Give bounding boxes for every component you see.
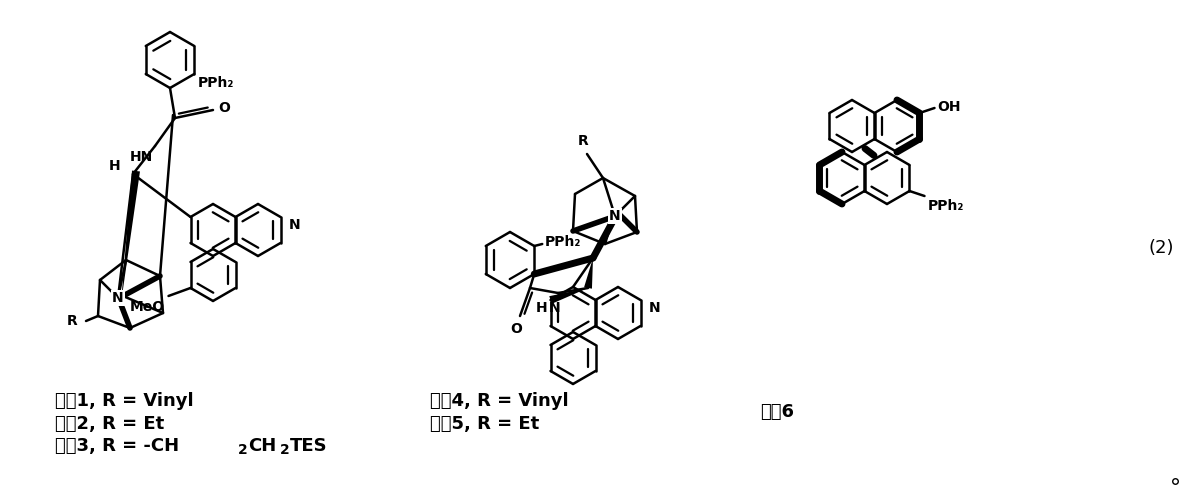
- Text: N: N: [550, 301, 560, 315]
- Text: 配体1, R = Vinyl: 配体1, R = Vinyl: [55, 392, 194, 410]
- Text: N: N: [609, 209, 621, 223]
- Text: 配体2, R = Et: 配体2, R = Et: [55, 415, 164, 433]
- Text: OH: OH: [938, 100, 962, 114]
- Polygon shape: [550, 288, 588, 304]
- Text: (2): (2): [1148, 239, 1173, 257]
- Text: N: N: [112, 291, 124, 305]
- Text: R: R: [577, 134, 588, 148]
- Polygon shape: [584, 258, 593, 289]
- Text: 2: 2: [238, 443, 248, 457]
- Text: 配体6: 配体6: [760, 404, 794, 422]
- Text: O: O: [218, 101, 230, 115]
- Text: H: H: [537, 301, 547, 315]
- Text: CH: CH: [248, 437, 276, 455]
- Text: PPh₂: PPh₂: [927, 199, 964, 213]
- Polygon shape: [121, 171, 140, 303]
- Text: 配体3, R = -CH: 配体3, R = -CH: [55, 437, 180, 455]
- Text: PPh₂: PPh₂: [199, 76, 234, 90]
- Text: N: N: [649, 301, 660, 315]
- Text: O: O: [511, 322, 522, 336]
- Text: H: H: [109, 159, 121, 173]
- Text: R: R: [68, 314, 79, 328]
- Text: MeO: MeO: [130, 300, 164, 314]
- Text: 2: 2: [280, 443, 289, 457]
- Text: 配体5, R = Et: 配体5, R = Et: [430, 415, 539, 433]
- Text: TES: TES: [290, 437, 327, 455]
- Text: N: N: [289, 218, 301, 232]
- Text: PPh₂: PPh₂: [545, 235, 582, 249]
- Text: 配体4, R = Vinyl: 配体4, R = Vinyl: [430, 392, 569, 410]
- Text: HN: HN: [130, 150, 154, 164]
